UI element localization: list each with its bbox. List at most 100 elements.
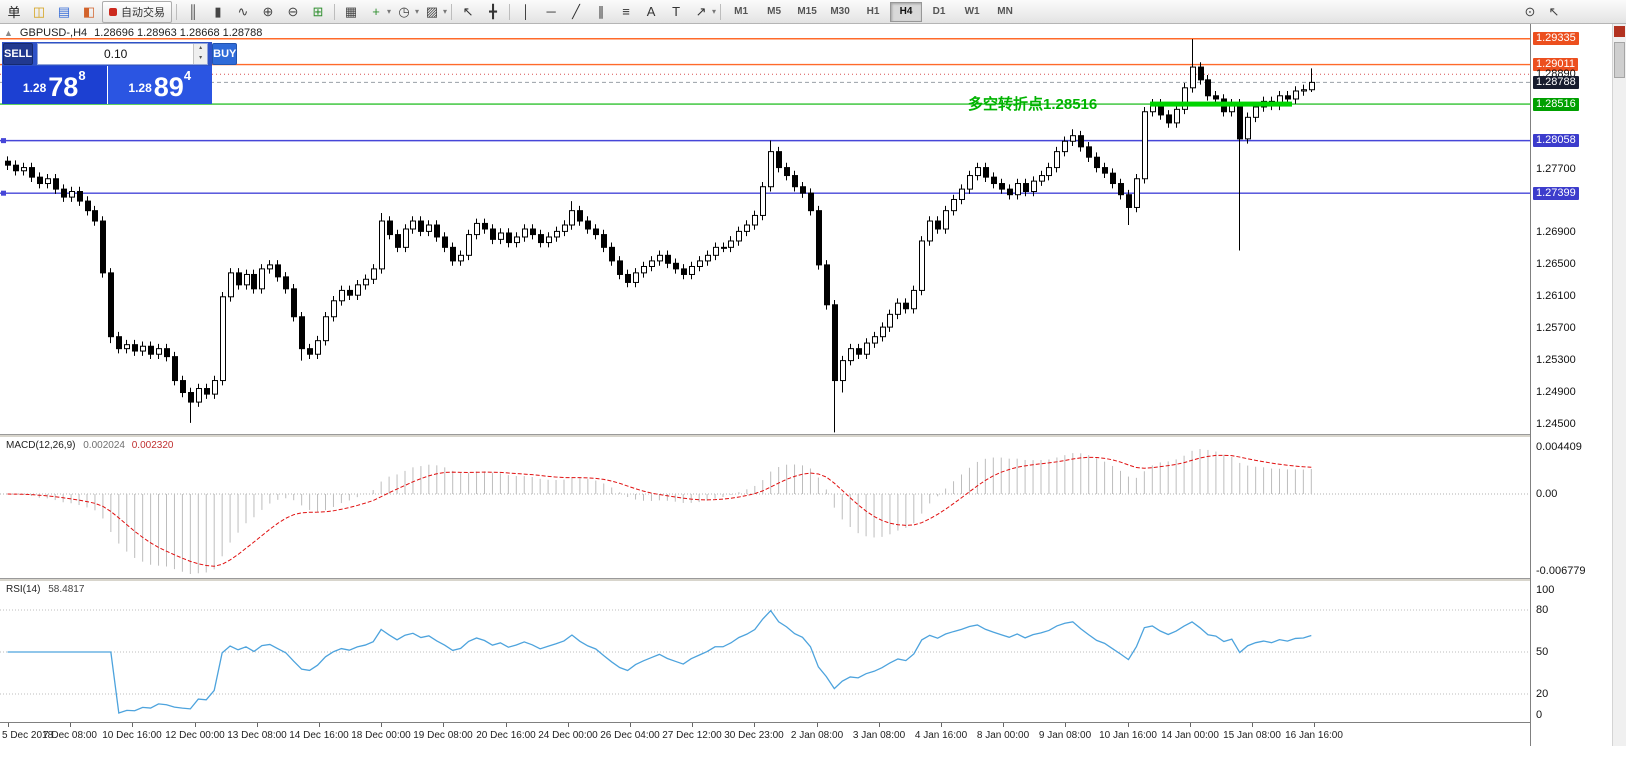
candle: [426, 224, 432, 232]
candle: [299, 316, 305, 350]
candle: [744, 224, 750, 232]
zoom-out-icon[interactable]: ⊖: [287, 3, 299, 19]
text-icon[interactable]: A: [646, 4, 656, 19]
navigator-icon[interactable]: ◧: [82, 3, 96, 19]
time-axis-label: 30 Dec 23:00: [724, 730, 784, 741]
bid-price-label: 1.28788: [1533, 76, 1579, 89]
buy-price-button[interactable]: 1.28 89 4: [107, 66, 212, 104]
timeframe-m15-button[interactable]: M15: [797, 6, 817, 17]
data-window-icon[interactable]: ▤: [57, 3, 71, 19]
candle: [21, 167, 27, 172]
candle: [1031, 180, 1037, 193]
autotrading-button[interactable]: 自动交易: [102, 0, 172, 23]
time-axis-tick: [506, 723, 507, 727]
candle: [331, 300, 337, 318]
crosshair-icon[interactable]: ╋: [489, 3, 497, 19]
autotrading-status-icon: [109, 7, 117, 16]
label-icon[interactable]: T: [672, 4, 681, 19]
candle: [546, 236, 552, 244]
time-axis-label: 10 Dec 16:00: [102, 730, 162, 741]
scroll-marker[interactable]: [1614, 26, 1625, 37]
indicators-icon[interactable]: +: [372, 4, 380, 19]
volume-decrease-button[interactable]: ▾: [194, 54, 208, 64]
candle: [848, 348, 854, 362]
price-axis[interactable]: 1.27700 1.26900 1.26500 1.26100 1.25700 1.253…: [1530, 24, 1612, 746]
timeframe-m5-button[interactable]: M5: [767, 6, 782, 17]
search-icon[interactable]: ⊙: [1524, 3, 1536, 19]
pane-splitter[interactable]: [0, 434, 1612, 438]
candle: [1253, 106, 1259, 118]
chart-ohlc-readout: 1.28696 1.28963 1.28668 1.28788: [94, 27, 263, 39]
timeframe-mn-button[interactable]: MN: [997, 6, 1013, 17]
main-chart-plot[interactable]: [0, 24, 1530, 434]
line-selection-handle[interactable]: [1, 190, 6, 196]
candle: [339, 289, 345, 302]
sell-button[interactable]: SELL: [3, 43, 34, 65]
rsi-pane[interactable]: [0, 582, 1530, 722]
timeframe-w1-button[interactable]: W1: [964, 6, 980, 17]
timeframe-h4-button[interactable]: H4: [890, 1, 923, 22]
line-selection-handle[interactable]: [1, 138, 6, 144]
time-axis[interactable]: 5 Dec 2018 7 Dec 08:00 10 Dec 16:00 12 Dec …: [0, 722, 1530, 746]
candle: [307, 348, 313, 355]
scrollbar-thumb[interactable]: [1614, 42, 1625, 78]
time-axis-label: 15 Jan 08:00: [1223, 730, 1281, 741]
arrows-icon[interactable]: ↗: [695, 3, 707, 19]
time-axis-tick: [941, 723, 942, 727]
fibonacci-icon[interactable]: ≡: [622, 4, 630, 19]
level-price-label: 1.28516: [1533, 98, 1579, 111]
panel-collapse-arrow[interactable]: ▲: [4, 28, 13, 38]
candle: [935, 220, 941, 230]
indicators-icon-caret[interactable]: ▾: [387, 7, 392, 16]
new-order-button[interactable]: 单: [7, 5, 21, 20]
candle: [903, 302, 909, 310]
time-axis-tick: [1314, 723, 1315, 727]
periods-icon[interactable]: ◷: [398, 3, 410, 19]
timeframe-m1-button[interactable]: M1: [734, 6, 749, 17]
price-axis-label: 1.25300: [1536, 354, 1576, 366]
pointer-icon[interactable]: ↖: [1548, 3, 1560, 19]
timeframe-d1-button[interactable]: D1: [932, 6, 946, 17]
candle: [760, 186, 766, 216]
timeframe-m30-button[interactable]: M30: [830, 6, 850, 17]
candle: [315, 340, 321, 355]
sell-price-button[interactable]: 1.28 78 8: [2, 66, 108, 104]
candlestick-chart-icon[interactable]: ▮: [214, 3, 222, 19]
timeframe-h1-button[interactable]: H1: [866, 6, 880, 17]
macd-pane[interactable]: [0, 438, 1530, 578]
vertical-line-icon[interactable]: │: [521, 4, 531, 19]
templates-icon-caret[interactable]: ▾: [443, 7, 448, 16]
pane-splitter[interactable]: [0, 578, 1612, 582]
candle: [92, 210, 98, 222]
volume-input[interactable]: [38, 44, 194, 64]
templates-icon[interactable]: ▨: [425, 3, 439, 19]
candle: [172, 356, 178, 382]
candle: [363, 278, 369, 286]
candle: [164, 348, 170, 358]
candle: [1245, 116, 1251, 140]
market-watch-icon[interactable]: ◫: [32, 3, 46, 19]
macd-signal-line: [7, 454, 1312, 567]
candle: [633, 272, 639, 283]
time-axis-label: 24 Dec 00:00: [538, 730, 598, 741]
candle: [601, 234, 607, 248]
arrows-icon-caret[interactable]: ▾: [712, 7, 717, 16]
volume-increase-button[interactable]: ▴: [194, 44, 208, 54]
candle: [736, 230, 742, 242]
channel-icon[interactable]: ∥: [597, 3, 605, 19]
trendline-icon[interactable]: ╱: [572, 3, 580, 19]
candle: [728, 240, 734, 248]
line-chart-icon[interactable]: ∿: [237, 3, 249, 19]
periods-icon-caret[interactable]: ▾: [415, 7, 420, 16]
buy-button[interactable]: BUY: [212, 43, 238, 65]
candle: [53, 178, 59, 190]
turning-point-segment[interactable]: [1150, 101, 1292, 107]
candle: [752, 214, 758, 226]
bar-chart-icon[interactable]: ║: [188, 4, 198, 19]
zoom-in-icon[interactable]: ⊕: [262, 3, 274, 19]
horizontal-line-icon[interactable]: ─: [546, 4, 556, 19]
chart-annotation-text[interactable]: 多空转折点1.28516: [968, 96, 1098, 113]
cursor-icon[interactable]: ↖: [462, 3, 474, 19]
arrange-windows-icon[interactable]: ▦: [344, 3, 358, 19]
tile-windows-icon[interactable]: ⊞: [312, 3, 324, 19]
